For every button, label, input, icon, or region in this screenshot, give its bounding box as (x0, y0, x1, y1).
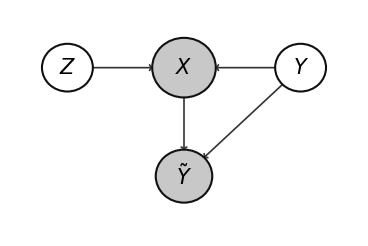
Text: $\tilde{Y}$: $\tilde{Y}$ (176, 163, 192, 189)
Text: $Y$: $Y$ (293, 58, 309, 78)
Text: $Z$: $Z$ (59, 58, 76, 78)
Ellipse shape (152, 38, 216, 97)
Text: $X$: $X$ (175, 58, 193, 78)
Ellipse shape (275, 44, 326, 92)
Ellipse shape (42, 44, 93, 92)
Ellipse shape (156, 150, 212, 203)
